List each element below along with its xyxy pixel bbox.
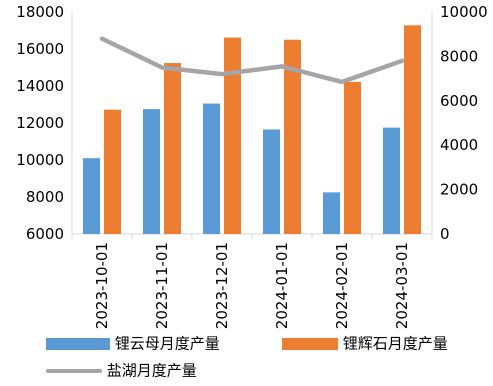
legend-label-salt-lake: 盐湖月度产量 bbox=[107, 362, 197, 380]
x-tick-label: 2023-12-01 bbox=[213, 242, 231, 329]
y-right-tick-label: 4000 bbox=[440, 136, 478, 154]
line-salt-lake bbox=[102, 39, 402, 82]
bar-spodumene bbox=[404, 25, 421, 234]
legend-item-lepidolite: 锂云母月度产量 bbox=[46, 333, 220, 354]
y-left-tick-label: 12000 bbox=[16, 114, 64, 132]
y-right-tick-label: 0 bbox=[440, 225, 450, 243]
bar-lepidolite bbox=[323, 192, 340, 234]
y-right-tick-label: 10000 bbox=[440, 3, 488, 21]
y-right-tick-label: 6000 bbox=[440, 92, 478, 110]
x-tick-label: 2024-01-01 bbox=[273, 242, 291, 329]
legend-item-salt-lake: 盐湖月度产量 bbox=[46, 360, 197, 381]
bar-lepidolite bbox=[203, 104, 220, 234]
y-left-tick-label: 18000 bbox=[16, 3, 64, 21]
bar-lepidolite bbox=[83, 158, 100, 234]
bar-spodumene bbox=[164, 63, 181, 234]
x-tick-label: 2023-10-01 bbox=[93, 242, 111, 329]
legend-label-lepidolite: 锂云母月度产量 bbox=[115, 335, 220, 353]
bar-spodumene bbox=[344, 82, 361, 234]
legend-label-spodumene: 锂辉石月度产量 bbox=[343, 335, 448, 353]
y-left-tick-label: 14000 bbox=[16, 77, 64, 95]
bar-spodumene bbox=[224, 38, 241, 234]
legend-swatch-spodumene bbox=[282, 338, 338, 350]
legend-item-spodumene: 锂辉石月度产量 bbox=[282, 333, 448, 354]
legend-swatch-lepidolite bbox=[46, 338, 110, 350]
bar-lepidolite bbox=[383, 128, 400, 234]
x-tick-label: 2024-03-01 bbox=[393, 242, 411, 329]
y-left-tick-label: 8000 bbox=[26, 188, 64, 206]
bar-spodumene bbox=[104, 110, 121, 234]
y-right-tick-label: 2000 bbox=[440, 181, 478, 199]
bar-lepidolite bbox=[263, 129, 280, 234]
y-left-tick-label: 16000 bbox=[16, 40, 64, 58]
x-tick-label: 2024-02-01 bbox=[333, 242, 351, 329]
bar-lepidolite bbox=[143, 109, 160, 234]
y-right-tick-label: 8000 bbox=[440, 47, 478, 65]
y-left-tick-label: 6000 bbox=[26, 225, 64, 243]
y-left-tick-label: 10000 bbox=[16, 151, 64, 169]
x-tick-label: 2023-11-01 bbox=[153, 242, 171, 329]
legend-swatch-salt-lake bbox=[46, 369, 102, 373]
